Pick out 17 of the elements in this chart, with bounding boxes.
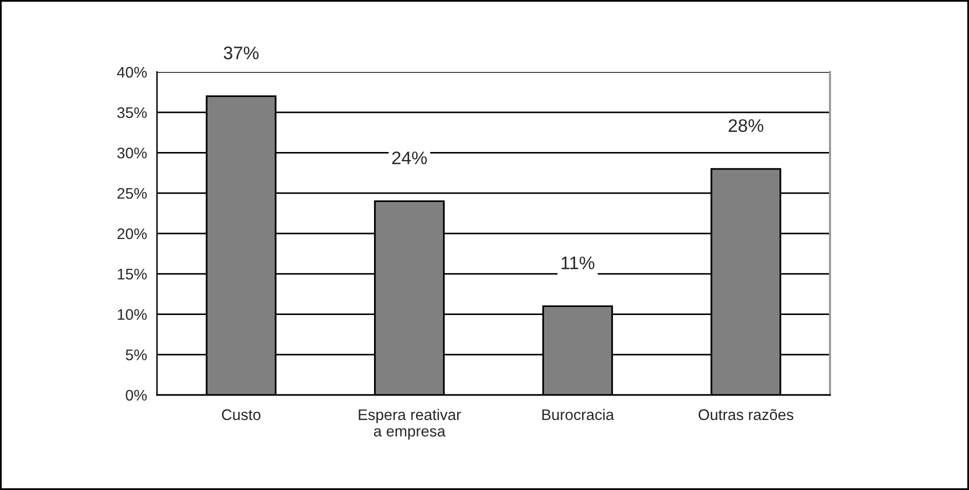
y-tick-label: 10% xyxy=(118,309,147,320)
data-label: 11% xyxy=(562,256,594,270)
x-tick-label: Espera reativar a empresa xyxy=(358,408,461,440)
y-tick-label: 40% xyxy=(117,66,147,78)
x-tick-label: Outras razões xyxy=(698,409,794,420)
y-tick-label: 5% xyxy=(126,350,147,360)
data-label: 37% xyxy=(224,46,259,60)
y-tick-label: 20% xyxy=(117,228,147,240)
y-tick-label: 0% xyxy=(126,390,147,401)
x-tick-label: Burocracia xyxy=(542,408,614,420)
data-label: 28% xyxy=(728,119,764,132)
data-label: 24% xyxy=(392,152,427,164)
y-tick-label: 25% xyxy=(117,188,147,199)
y-tick-label: 30% xyxy=(117,148,147,158)
x-tick-label: Custo xyxy=(222,409,260,420)
y-tick-label: 35% xyxy=(117,107,147,118)
y-tick-label: 15% xyxy=(118,268,147,280)
